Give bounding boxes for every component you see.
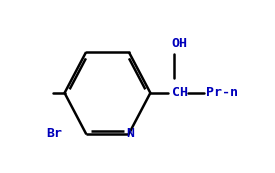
Text: OH: OH	[172, 37, 188, 50]
Text: Br: Br	[46, 127, 62, 140]
Text: N: N	[126, 127, 134, 140]
Text: Pr-n: Pr-n	[206, 86, 238, 99]
Text: CH: CH	[172, 86, 188, 99]
